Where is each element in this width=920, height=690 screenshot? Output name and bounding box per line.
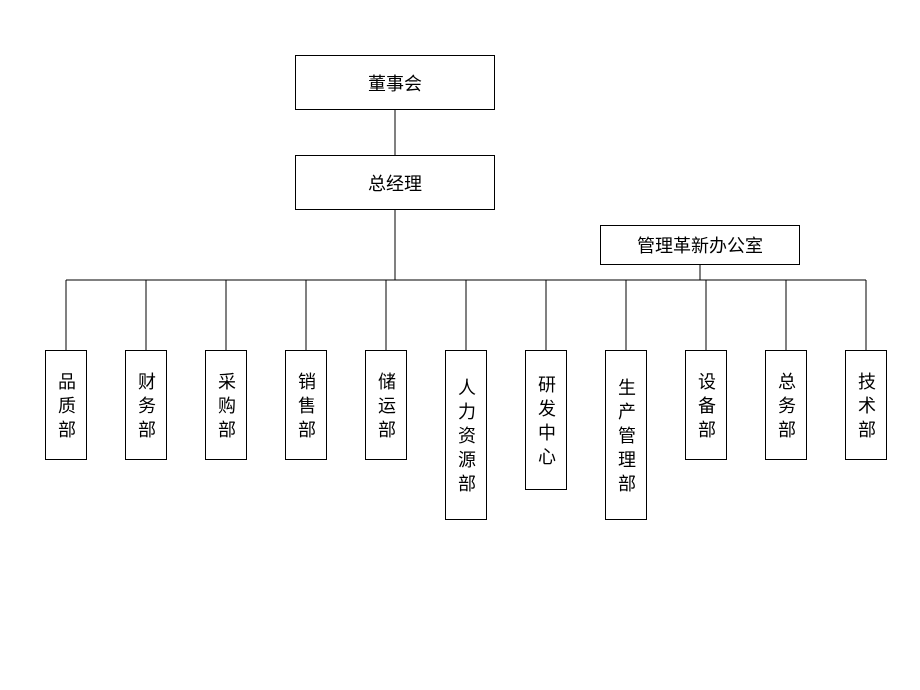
dept-box: 财务部 — [125, 350, 167, 460]
dept-label: 生产管理部 — [613, 378, 639, 498]
dept-box: 储运部 — [365, 350, 407, 460]
org-chart: 董事会 总经理 管理革新办公室 品质部 财务部 采购部 销售部 储运部 人力资源部 研发中心… — [0, 0, 920, 690]
dept-label: 总务部 — [773, 372, 799, 444]
dept-label: 技术部 — [853, 372, 879, 444]
dept-label: 储运部 — [373, 372, 399, 444]
dept-label: 品质部 — [53, 372, 79, 444]
dept-box: 研发中心 — [525, 350, 567, 490]
dept-label: 销售部 — [293, 372, 319, 444]
dept-label: 人力资源部 — [453, 378, 479, 498]
side-office-label: 管理革新办公室 — [637, 232, 763, 258]
dept-box: 销售部 — [285, 350, 327, 460]
dept-box: 生产管理部 — [605, 350, 647, 520]
dept-box: 品质部 — [45, 350, 87, 460]
root-label: 董事会 — [368, 70, 422, 96]
dept-box: 人力资源部 — [445, 350, 487, 520]
dept-label: 财务部 — [133, 372, 159, 444]
dept-box: 设备部 — [685, 350, 727, 460]
dept-box: 技术部 — [845, 350, 887, 460]
side-office-box: 管理革新办公室 — [600, 225, 800, 265]
level2-label: 总经理 — [368, 170, 422, 196]
dept-label: 设备部 — [693, 372, 719, 444]
dept-box: 总务部 — [765, 350, 807, 460]
level2-box: 总经理 — [295, 155, 495, 210]
dept-label: 研发中心 — [533, 375, 559, 471]
dept-box: 采购部 — [205, 350, 247, 460]
dept-label: 采购部 — [213, 372, 239, 444]
root-box: 董事会 — [295, 55, 495, 110]
